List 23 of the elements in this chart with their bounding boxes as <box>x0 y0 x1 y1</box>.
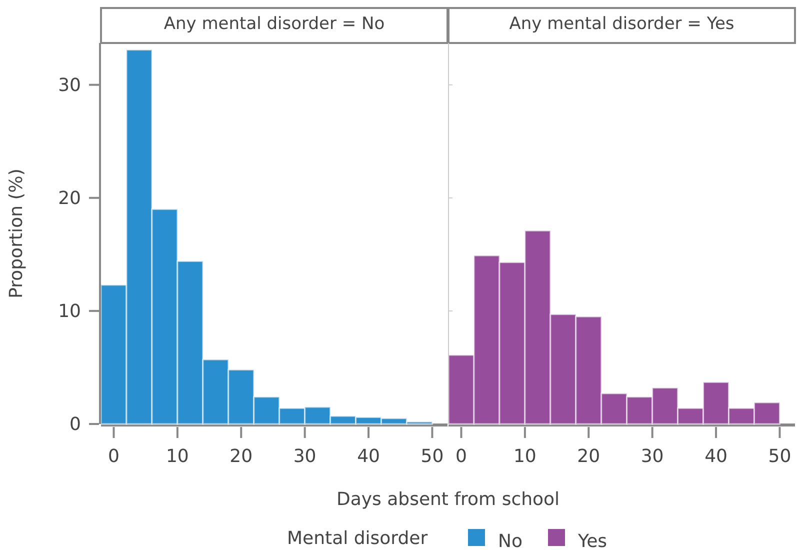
x-tick-label: 50 <box>420 446 444 467</box>
legend-title: Mental disorder <box>287 528 428 549</box>
legend-label: Yes <box>577 531 608 550</box>
x-tick-label: 10 <box>513 446 536 467</box>
x-tick-label: 10 <box>166 446 189 467</box>
x-tick-label: 20 <box>577 446 600 467</box>
x-tick-label: 40 <box>357 446 380 467</box>
x-axis-title: Days absent from school <box>336 489 560 510</box>
x-tick-label: 40 <box>704 446 728 467</box>
y-tick-label: 30 <box>58 74 81 96</box>
x-tick-label: 0 <box>108 446 120 467</box>
y-tick-label: 10 <box>58 300 81 322</box>
x-tick-label: 50 <box>768 446 792 467</box>
x-tick-label: 30 <box>640 446 664 467</box>
chart-title: Any mental disorder = No <box>164 14 385 34</box>
chart-title: Any mental disorder = Yes <box>509 14 734 34</box>
x-tick-label: 30 <box>293 446 316 467</box>
y-axis-title: Proportion (%) <box>6 168 27 298</box>
x-tick-label: 0 <box>456 446 467 467</box>
x-tick-label: 20 <box>230 446 253 467</box>
legend-label: No <box>498 531 522 550</box>
y-tick-label: 20 <box>58 188 81 209</box>
y-tick-label: 0 <box>70 414 81 435</box>
